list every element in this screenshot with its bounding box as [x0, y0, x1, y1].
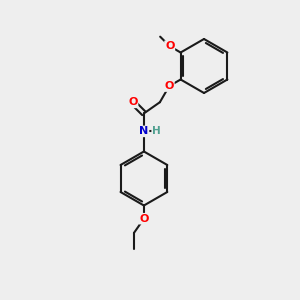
Text: N: N	[139, 126, 148, 136]
Text: O: O	[128, 98, 138, 107]
Text: O: O	[139, 214, 148, 224]
Text: O: O	[165, 41, 174, 51]
Text: O: O	[164, 81, 174, 91]
Text: H: H	[152, 126, 161, 136]
